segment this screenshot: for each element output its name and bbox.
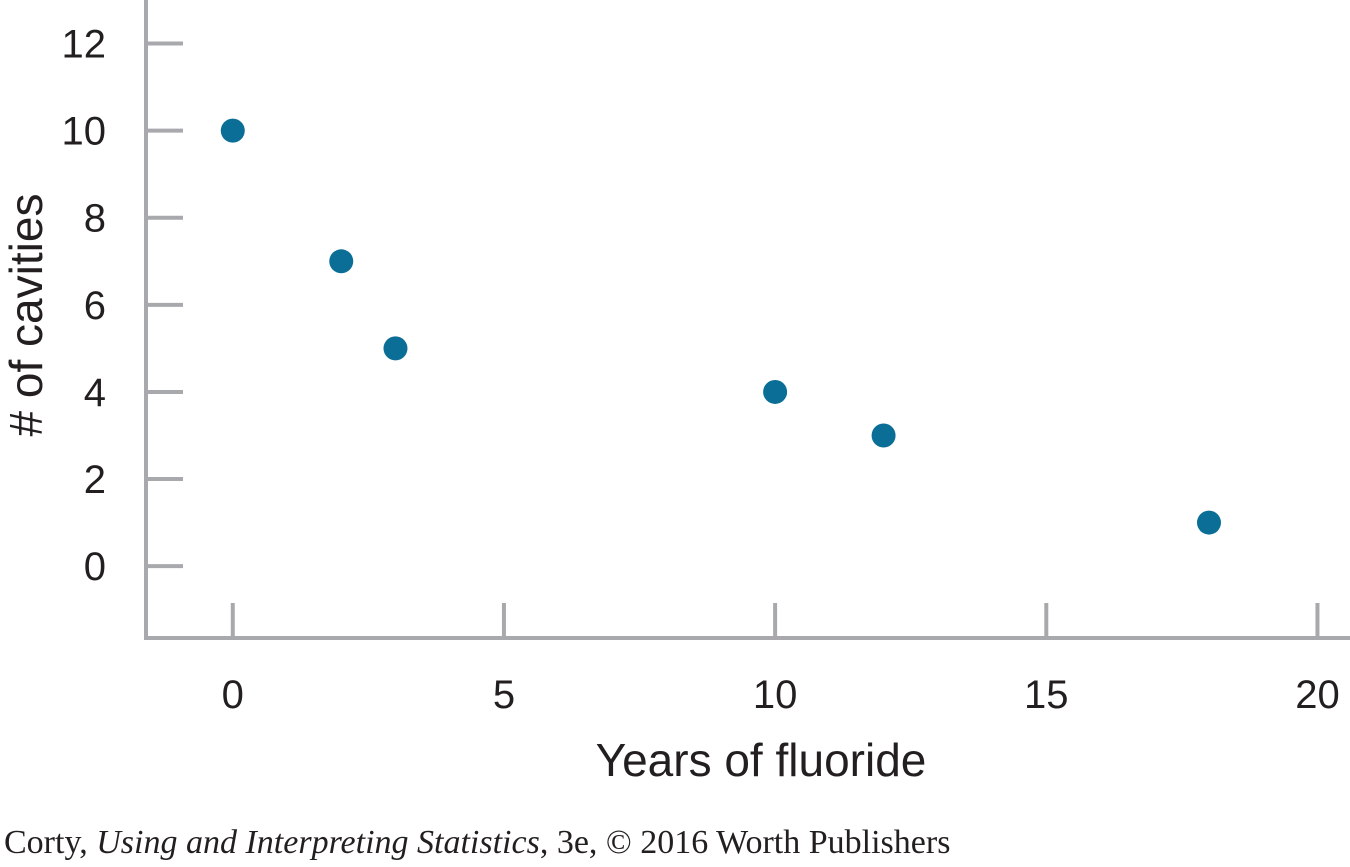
y-tick-label: 12 xyxy=(62,23,107,67)
credit-book-title: Using and Interpreting Statistics xyxy=(96,824,540,861)
data-point xyxy=(329,249,354,274)
y-axis-title: # of cavities xyxy=(0,194,52,437)
x-tick-label: 10 xyxy=(753,673,798,717)
data-point xyxy=(1196,510,1221,535)
copyright-credit: Corty, Using and Interpreting Statistics… xyxy=(4,824,950,862)
credit-edition: , 3e, © 2016 Worth Publishers xyxy=(539,824,951,861)
y-tick-label: 8 xyxy=(84,197,106,241)
y-tick-label: 0 xyxy=(84,545,106,589)
data-points xyxy=(220,118,1221,535)
x-tick-label: 20 xyxy=(1295,673,1340,717)
x-tick-label: 5 xyxy=(493,673,515,717)
y-tick-label: 2 xyxy=(84,458,106,502)
axes xyxy=(144,0,1350,640)
credit-author: Corty, xyxy=(4,824,88,861)
y-tick-label: 4 xyxy=(84,371,106,415)
data-point xyxy=(763,379,788,404)
x-axis-title: Years of fluoride xyxy=(596,734,927,786)
data-point xyxy=(871,423,896,448)
data-point xyxy=(383,336,408,361)
x-tick-label: 0 xyxy=(222,673,244,717)
y-tick-label: 6 xyxy=(84,284,106,328)
x-tick-label: 15 xyxy=(1024,673,1069,717)
data-point xyxy=(220,118,245,143)
y-tick-label: 10 xyxy=(62,110,107,154)
ticks: 0 2 4 6 8 10 12 0 5 10 15 20 xyxy=(62,23,1340,717)
